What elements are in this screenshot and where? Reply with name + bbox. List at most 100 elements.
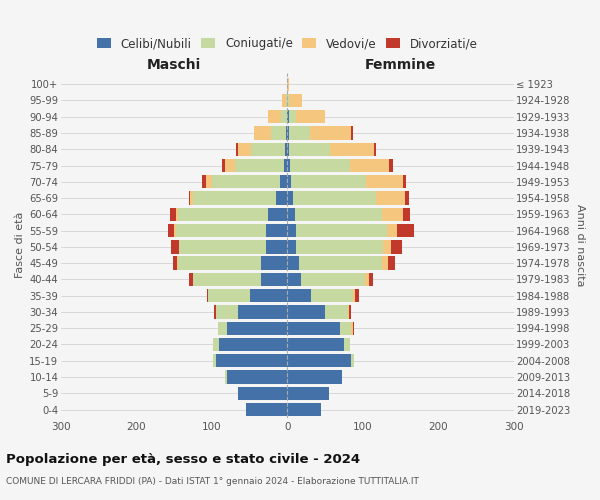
Bar xyxy=(405,192,409,204)
Bar xyxy=(388,256,395,270)
Bar xyxy=(287,256,299,270)
Bar xyxy=(170,208,176,221)
Bar xyxy=(261,256,287,270)
Bar xyxy=(383,240,391,254)
Bar xyxy=(178,256,261,270)
Bar xyxy=(212,175,280,188)
Bar xyxy=(349,305,350,318)
Bar xyxy=(397,224,414,237)
Bar xyxy=(193,272,261,286)
Bar xyxy=(174,224,176,237)
Bar xyxy=(301,272,365,286)
Bar xyxy=(289,110,296,124)
Bar xyxy=(287,354,352,368)
Bar xyxy=(215,305,238,318)
Bar xyxy=(287,272,301,286)
Bar xyxy=(246,403,287,416)
Bar xyxy=(202,175,206,188)
Bar xyxy=(268,208,287,221)
Bar xyxy=(353,322,355,335)
Bar xyxy=(208,289,250,302)
Bar xyxy=(286,126,287,140)
Bar xyxy=(238,305,287,318)
Bar xyxy=(226,370,227,384)
Text: Femmine: Femmine xyxy=(365,58,436,72)
Text: COMUNE DI LERCARA FRIDDI (PA) - Dati ISTAT 1° gennaio 2024 - Elaborazione TUTTIT: COMUNE DI LERCARA FRIDDI (PA) - Dati IST… xyxy=(6,478,419,486)
Bar xyxy=(296,240,383,254)
Bar xyxy=(290,159,350,172)
Bar xyxy=(296,110,325,124)
Bar xyxy=(287,78,289,91)
Bar xyxy=(352,322,353,335)
Bar xyxy=(403,175,406,188)
Bar xyxy=(178,208,268,221)
Bar xyxy=(293,192,376,204)
Bar xyxy=(287,386,329,400)
Bar xyxy=(347,305,349,318)
Bar xyxy=(266,240,287,254)
Bar xyxy=(206,289,208,302)
Bar xyxy=(218,322,227,335)
Bar xyxy=(287,192,293,204)
Bar xyxy=(389,159,393,172)
Bar xyxy=(227,370,287,384)
Bar xyxy=(215,354,287,368)
Bar xyxy=(227,322,287,335)
Bar xyxy=(287,159,290,172)
Bar xyxy=(281,110,287,124)
Bar xyxy=(403,208,410,221)
Bar xyxy=(271,126,286,140)
Bar xyxy=(287,110,289,124)
Bar xyxy=(214,354,215,368)
Bar xyxy=(171,240,179,254)
Text: Maschi: Maschi xyxy=(147,58,202,72)
Bar xyxy=(193,192,276,204)
Bar xyxy=(266,224,287,237)
Bar xyxy=(352,126,353,140)
Bar xyxy=(287,126,289,140)
Bar xyxy=(311,289,353,302)
Bar xyxy=(344,338,350,351)
Bar xyxy=(250,289,287,302)
Bar xyxy=(295,208,382,221)
Bar xyxy=(287,224,296,237)
Bar xyxy=(214,305,215,318)
Bar xyxy=(251,142,285,156)
Bar xyxy=(214,338,220,351)
Bar xyxy=(236,142,238,156)
Bar xyxy=(190,192,193,204)
Bar xyxy=(226,159,235,172)
Bar xyxy=(284,159,287,172)
Bar xyxy=(222,159,226,172)
Bar xyxy=(176,208,178,221)
Bar xyxy=(374,142,376,156)
Bar xyxy=(353,289,355,302)
Bar xyxy=(382,256,388,270)
Y-axis label: Fasce di età: Fasce di età xyxy=(15,212,25,278)
Bar xyxy=(289,94,302,107)
Bar xyxy=(168,224,174,237)
Bar xyxy=(261,272,287,286)
Bar xyxy=(352,354,353,368)
Bar xyxy=(179,240,266,254)
Bar xyxy=(289,142,330,156)
Bar xyxy=(235,159,284,172)
Bar xyxy=(299,256,382,270)
Bar xyxy=(376,192,405,204)
Legend: Celibi/Nubili, Coniugati/e, Vedovi/e, Divorziati/e: Celibi/Nubili, Coniugati/e, Vedovi/e, Di… xyxy=(97,38,478,51)
Bar xyxy=(238,386,287,400)
Bar xyxy=(173,256,177,270)
Bar xyxy=(287,208,295,221)
Bar xyxy=(287,94,289,107)
Bar xyxy=(287,322,340,335)
Bar xyxy=(286,94,287,107)
Bar xyxy=(291,175,367,188)
Text: Popolazione per età, sesso e stato civile - 2024: Popolazione per età, sesso e stato civil… xyxy=(6,452,360,466)
Bar xyxy=(287,142,289,156)
Bar xyxy=(367,175,403,188)
Bar xyxy=(387,224,397,237)
Bar xyxy=(276,192,287,204)
Bar xyxy=(325,305,347,318)
Bar xyxy=(287,338,344,351)
Bar xyxy=(350,159,389,172)
